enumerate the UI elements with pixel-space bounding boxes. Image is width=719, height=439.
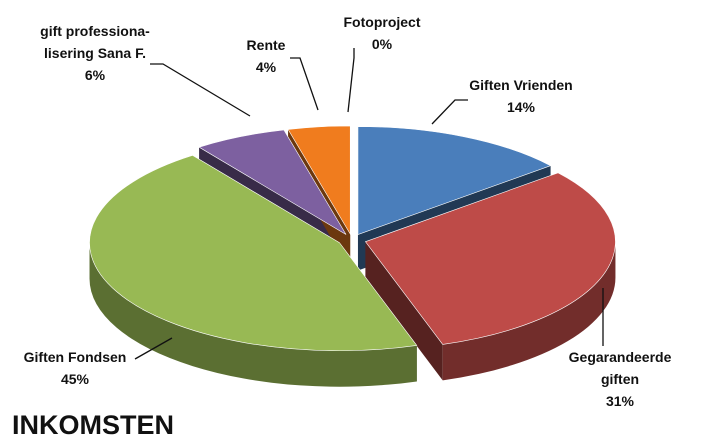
slice-wall — [442, 241, 616, 381]
label-line: Giften Fondsen — [24, 349, 127, 365]
leader-line — [290, 57, 319, 111]
category-label: Gegarandeerde giften — [569, 349, 672, 387]
category-label: Giften Vrienden — [469, 77, 572, 93]
leader-line — [134, 337, 173, 360]
leader-line — [431, 99, 468, 125]
slice — [357, 126, 552, 235]
value-label: 14% — [507, 99, 536, 115]
chart-title: INKOMSTEN — [12, 410, 174, 439]
value-label: 31% — [606, 393, 635, 409]
label-line: Gegarandeerde — [569, 349, 672, 365]
value-label: 45% — [61, 371, 90, 387]
slice-side — [365, 241, 443, 381]
category-label: Rente — [247, 37, 286, 53]
value-label: 0% — [372, 36, 393, 52]
slice — [364, 172, 616, 345]
leader-line — [150, 63, 251, 117]
slice — [89, 155, 418, 352]
leader-line — [347, 48, 355, 113]
value-label: 4% — [256, 59, 277, 75]
category-label: Fotoproject — [344, 14, 421, 30]
label-line: Fotoproject — [344, 14, 421, 30]
label-line: giften — [601, 371, 639, 387]
slice — [198, 129, 347, 235]
label-line: Rente — [247, 37, 286, 53]
label-line: Giften Vrienden — [469, 77, 572, 93]
category-label: Giften Fondsen — [24, 349, 127, 365]
category-label: gift professiona-lisering Sana F. — [40, 23, 150, 61]
label-line: lisering Sana F. — [44, 45, 146, 61]
pie-slices — [89, 125, 616, 352]
label-line: gift professiona- — [40, 23, 150, 39]
slice — [287, 125, 351, 236]
value-label: 6% — [85, 67, 106, 83]
